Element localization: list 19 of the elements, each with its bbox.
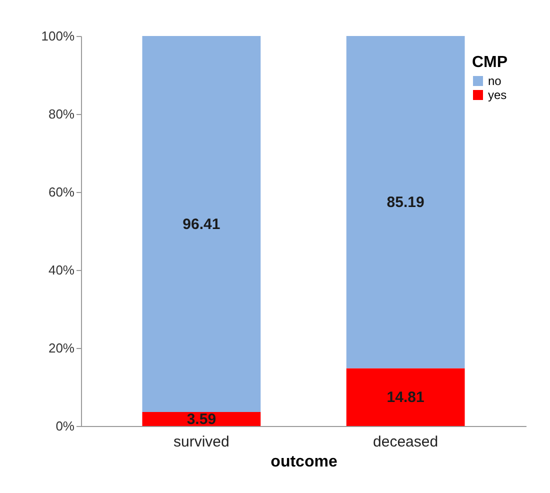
data-label: 85.19	[386, 194, 424, 212]
data-label: 14.81	[386, 389, 424, 406]
legend-label: yes	[488, 88, 507, 102]
y-tick-label: 60%	[48, 184, 75, 200]
bar	[346, 368, 465, 426]
legend-label: no	[488, 74, 502, 88]
x-axis-title: outcome	[270, 454, 338, 470]
y-tick-label: 80%	[48, 106, 75, 122]
x-tick-label: deceased	[373, 434, 438, 450]
legend-title: CMP	[472, 54, 508, 71]
bar	[142, 36, 261, 412]
data-label: 96.41	[182, 216, 220, 233]
y-tick-label: 40%	[48, 262, 75, 278]
x-tick-label: survived	[174, 434, 230, 450]
y-tick-label: 0%	[56, 418, 75, 434]
y-tick-label: 20%	[48, 340, 75, 356]
bar	[346, 36, 465, 368]
y-tick-label: 100%	[41, 28, 75, 44]
data-label: 3.59	[186, 411, 216, 428]
